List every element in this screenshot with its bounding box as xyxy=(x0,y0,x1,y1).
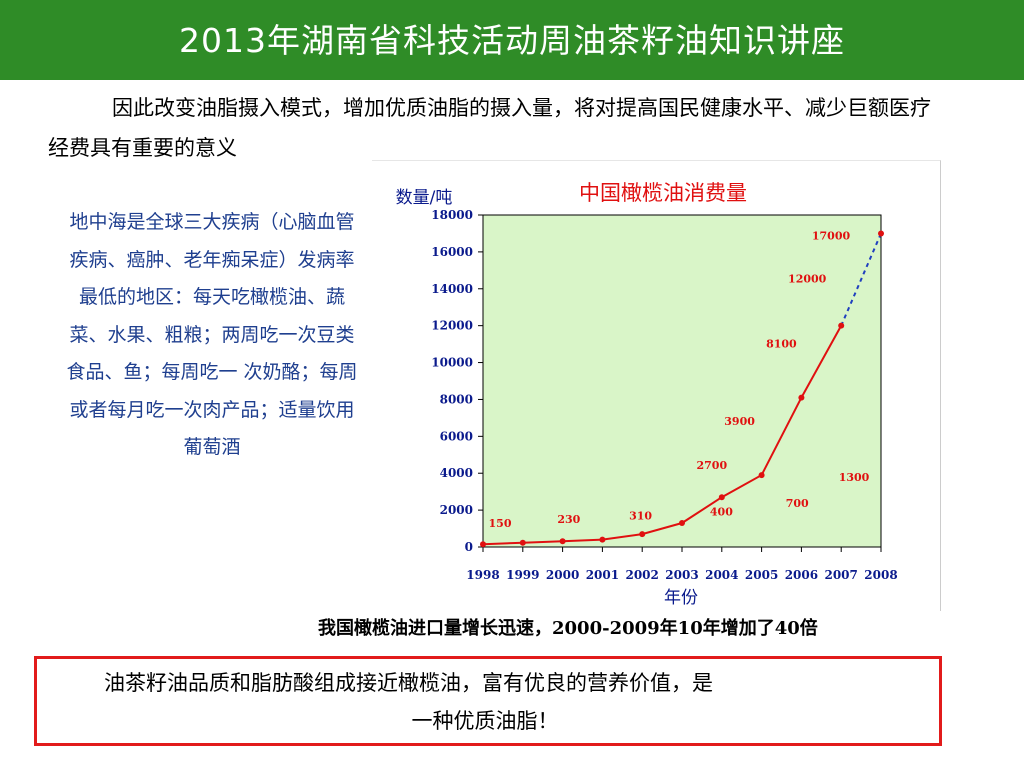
chart-caption: 我国橄榄油进口量增长迅速，2000-2009年10年增加了40倍 xyxy=(318,618,818,639)
chart-frame xyxy=(372,160,941,611)
conclusion-line-2: 一种优质油脂！ xyxy=(411,709,559,733)
header-bar: 2013年湖南省科技活动周油茶籽油知识讲座 xyxy=(0,0,1024,80)
conclusion-line-1: 油茶籽油品质和脂肪酸组成接近橄榄油，富有优良的营养价值，是 xyxy=(104,671,713,695)
intro-paragraph: 因此改变油脂摄入模式，增加优质油脂的摄入量，将对提高国民健康水平、减少巨额医疗经… xyxy=(48,96,931,160)
conclusion-text: 油茶籽油品质和脂肪酸组成接近橄榄油，富有优良的营养价值，是一种优质油脂！ xyxy=(40,664,930,740)
conclusion-box xyxy=(34,656,942,746)
page-title: 2013年湖南省科技活动周油茶籽油知识讲座 xyxy=(179,21,845,60)
mediterranean-note: 地中海是全球三大疾病（心脑血管疾病、癌肿、老年痴呆症）发病率最低的地区：每天吃橄… xyxy=(66,211,358,458)
